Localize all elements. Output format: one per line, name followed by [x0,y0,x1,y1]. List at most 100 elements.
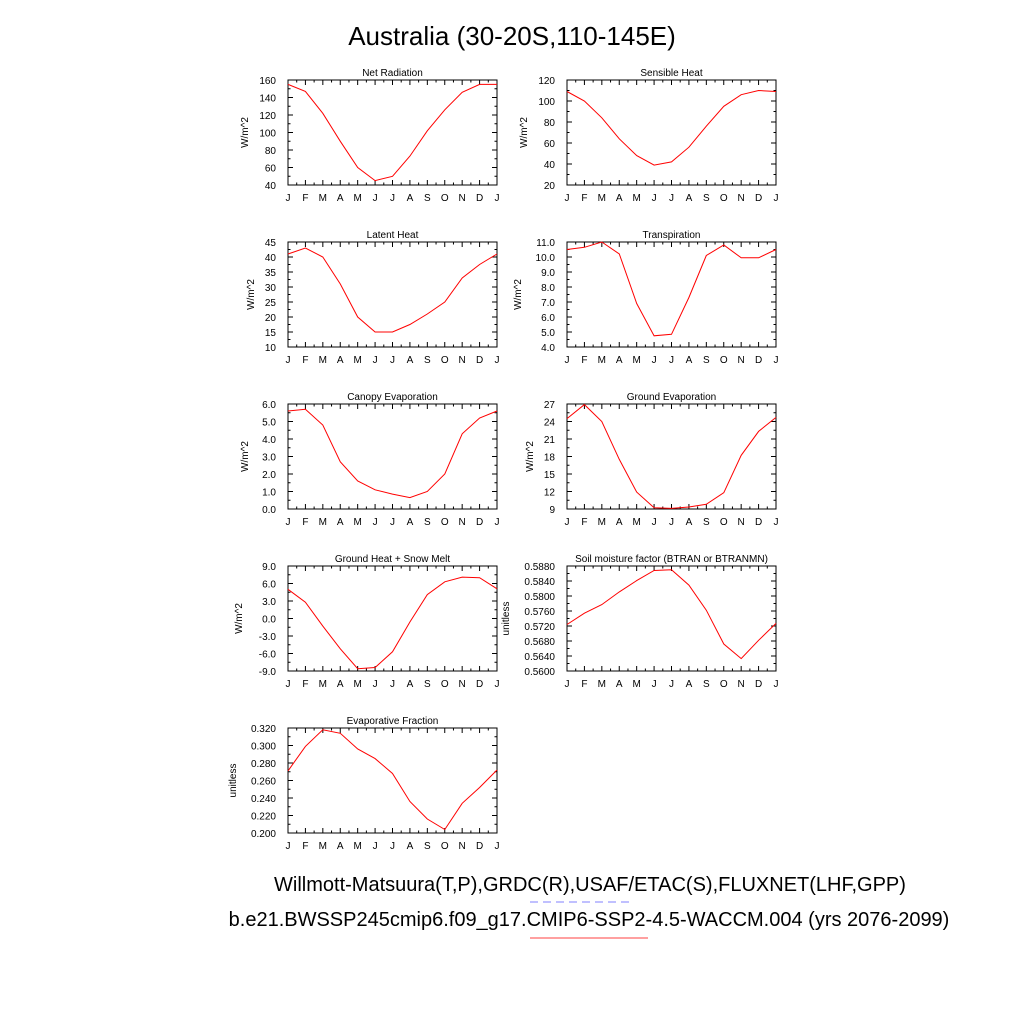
x-tick-label: A [407,841,414,852]
y-tick-label: -6.0 [259,650,277,661]
series-line [287,83,497,182]
x-tick-label: J [390,355,395,366]
x-tick-label: F [581,679,587,690]
y-tick-label: 2.0 [262,470,276,481]
y-tick-label: 0.0 [262,505,276,516]
x-tick-label: M [598,355,606,366]
x-tick-label: O [720,193,728,204]
y-tick-label: -3.0 [259,632,277,643]
y-tick-label: 8.0 [541,283,555,294]
x-tick-label: A [407,517,414,528]
x-tick-label: M [632,679,640,690]
x-tick-label: O [441,517,449,528]
x-tick-label: J [565,355,570,366]
y-tick-label: 0.260 [251,777,276,788]
x-tick-label: J [495,679,500,690]
y-tick-label: 6.0 [262,400,276,411]
y-tick-label: 18 [544,453,556,464]
x-tick-label: A [686,193,693,204]
x-tick-label: M [598,517,606,528]
x-tick-label: J [565,679,570,690]
x-tick-label: J [774,679,779,690]
x-tick-label: S [424,355,431,366]
x-tick-label: J [390,679,395,690]
y-tick-label: 0.5880 [524,562,555,573]
panel-frame [287,565,498,672]
x-tick-label: J [286,193,291,204]
y-tick-label: 27 [544,400,556,411]
series-line [566,569,777,660]
panel-frame [287,241,498,348]
y-tick-label: 80 [265,146,277,157]
y-tick-label: 0.0 [262,615,276,626]
x-tick-label: N [459,355,466,366]
x-tick-label: M [319,517,327,528]
y-tick-label: 3.0 [262,453,276,464]
y-tick-label: 0.220 [251,812,276,823]
x-tick-label: S [424,193,431,204]
y-tick-label: 20 [265,313,277,324]
x-tick-label: J [286,517,291,528]
panel-frame [287,727,498,834]
x-tick-label: J [669,355,674,366]
x-tick-label: J [373,679,378,690]
x-tick-label: N [738,355,745,366]
panel-frame [566,79,777,186]
x-tick-label: M [353,679,361,690]
x-tick-label: D [755,193,762,204]
y-tick-label: 60 [544,139,556,150]
x-tick-label: A [616,679,623,690]
x-tick-label: J [390,193,395,204]
y-tick-label: 100 [259,129,276,140]
y-tick-label: 30 [265,283,277,294]
x-tick-label: M [319,679,327,690]
x-tick-label: O [441,841,449,852]
y-tick-label: 35 [265,268,277,279]
footer-line-1: Willmott-Matsuura(T,P),GRDC(R),USAF/ETAC… [274,874,906,896]
y-tick-label: 120 [259,111,276,122]
y-tick-label: 100 [538,97,555,108]
series-line [566,403,777,509]
x-tick-label: J [652,355,657,366]
x-tick-label: F [302,355,308,366]
x-tick-label: A [616,193,623,204]
y-tick-label: 20 [544,181,556,192]
x-tick-label: O [720,355,728,366]
panel-title: Evaporative Fraction [347,716,439,727]
x-tick-label: A [337,679,344,690]
x-tick-label: J [390,517,395,528]
x-tick-label: A [407,355,414,366]
y-tick-label: 9 [549,505,555,516]
x-tick-label: J [390,841,395,852]
x-tick-label: A [686,355,693,366]
x-tick-label: A [407,193,414,204]
panel-8: Soil moisture factor (BTRAN or BTRANMN) J… [501,554,779,690]
y-tick-label: 40 [265,181,277,192]
x-tick-label: M [632,193,640,204]
panel-title: Canopy Evaporation [347,392,438,403]
x-tick-label: F [302,193,308,204]
y-tick-label: 0.300 [251,742,276,753]
x-tick-label: O [441,679,449,690]
panel-frame [566,403,777,510]
x-tick-label: M [598,193,606,204]
y-tick-label: -9.0 [259,667,277,678]
y-tick-label: 15 [265,328,277,339]
x-tick-label: J [774,517,779,528]
x-tick-label: M [319,841,327,852]
y-tick-label: 0.320 [251,724,276,735]
y-tick-label: 40 [265,253,277,264]
x-tick-label: J [373,193,378,204]
x-tick-label: J [286,355,291,366]
y-tick-label: 25 [265,298,277,309]
x-tick-label: S [703,193,710,204]
x-tick-label: N [459,517,466,528]
y-axis-label: W/m^2 [234,603,245,634]
x-tick-label: O [441,355,449,366]
x-tick-label: A [337,355,344,366]
y-axis-label: W/m^2 [240,441,251,472]
